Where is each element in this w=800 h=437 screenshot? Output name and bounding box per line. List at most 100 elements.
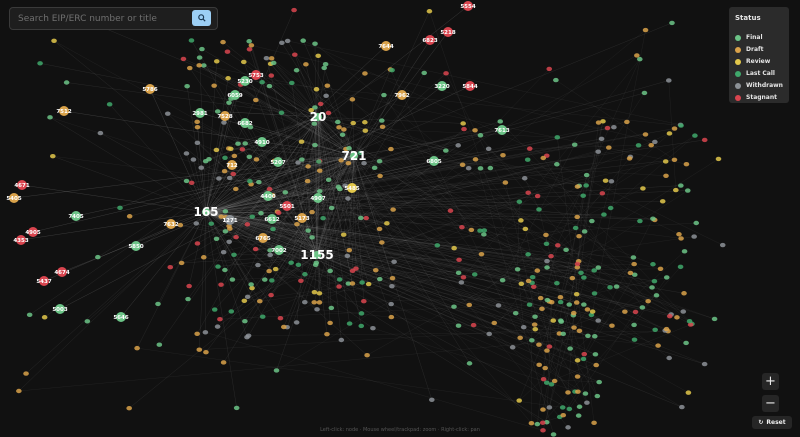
graph-node[interactable] <box>266 186 273 192</box>
graph-node[interactable] <box>548 382 555 387</box>
graph-node[interactable] <box>459 225 465 230</box>
graph-node[interactable] <box>226 239 232 244</box>
graph-node[interactable] <box>266 268 272 274</box>
hub-node[interactable]: 20 <box>310 110 327 124</box>
zoom-in-button[interactable]: + <box>762 373 779 390</box>
graph-node[interactable] <box>677 264 684 270</box>
graph-node[interactable] <box>711 316 718 322</box>
graph-node[interactable] <box>226 175 233 181</box>
graph-node[interactable] <box>600 119 606 124</box>
hub-node[interactable]: 721 <box>341 149 366 163</box>
graph-node[interactable] <box>649 285 655 290</box>
graph-node[interactable] <box>350 120 357 126</box>
graph-node[interactable] <box>302 272 308 277</box>
graph-node[interactable] <box>593 362 600 368</box>
graph-node[interactable] <box>634 53 640 58</box>
graph-node[interactable] <box>249 285 255 291</box>
graph-node[interactable] <box>349 97 356 102</box>
graph-node[interactable] <box>222 155 228 160</box>
graph-node[interactable] <box>253 97 259 103</box>
graph-node[interactable] <box>557 299 564 305</box>
graph-node[interactable] <box>281 324 287 330</box>
graph-node[interactable] <box>681 291 687 296</box>
graph-node[interactable] <box>518 218 524 223</box>
graph-node[interactable] <box>512 310 519 316</box>
graph-node[interactable] <box>673 187 679 193</box>
graph-node[interactable] <box>472 128 478 133</box>
graph-node[interactable] <box>574 265 581 270</box>
graph-node[interactable] <box>655 343 661 348</box>
graph-node[interactable] <box>327 268 333 274</box>
graph-node[interactable] <box>525 190 532 195</box>
graph-node[interactable] <box>300 38 306 43</box>
graph-node[interactable] <box>284 38 291 44</box>
graph-node[interactable] <box>208 221 215 226</box>
graph-node[interactable] <box>575 413 582 418</box>
graph-node[interactable] <box>719 242 726 248</box>
graph-node[interactable] <box>202 159 209 164</box>
graph-node[interactable] <box>244 335 250 340</box>
graph-node[interactable] <box>642 27 649 33</box>
graph-node[interactable] <box>554 162 560 167</box>
graph-node[interactable] <box>358 215 364 221</box>
graph-node[interactable] <box>322 62 329 67</box>
graph-node[interactable] <box>95 254 101 260</box>
graph-node[interactable] <box>305 164 311 169</box>
graph-node[interactable] <box>268 73 275 78</box>
graph-node[interactable]: 4400 <box>260 191 276 201</box>
graph-node[interactable] <box>539 306 545 312</box>
search-button[interactable] <box>192 10 211 26</box>
graph-node[interactable]: 1271 <box>222 215 238 225</box>
graph-node[interactable] <box>544 258 550 264</box>
graph-node[interactable] <box>560 413 567 418</box>
graph-node[interactable] <box>338 158 344 163</box>
graph-node[interactable] <box>576 233 582 239</box>
graph-node[interactable]: 5003 <box>52 304 68 314</box>
graph-node[interactable] <box>233 405 240 411</box>
graph-node[interactable] <box>23 371 29 376</box>
graph-node[interactable] <box>558 319 565 324</box>
graph-node[interactable] <box>241 298 248 304</box>
graph-node[interactable] <box>631 337 638 342</box>
graph-node[interactable]: 7405 <box>68 211 84 221</box>
graph-node[interactable] <box>554 281 560 286</box>
graph-node[interactable] <box>194 241 201 246</box>
graph-node[interactable] <box>455 270 462 276</box>
graph-node[interactable] <box>588 312 595 318</box>
graph-node[interactable] <box>542 365 548 371</box>
graph-node[interactable] <box>126 214 133 219</box>
graph-node[interactable] <box>242 141 249 146</box>
graph-node[interactable]: 3220 <box>434 81 450 91</box>
graph-node[interactable] <box>231 153 238 159</box>
graph-node[interactable] <box>244 222 251 227</box>
graph-node[interactable] <box>255 262 261 268</box>
graph-node[interactable] <box>534 193 541 199</box>
graph-node[interactable] <box>589 309 596 314</box>
graph-node[interactable] <box>499 278 506 283</box>
graph-node[interactable]: 5753 <box>248 70 264 80</box>
graph-node[interactable] <box>487 165 494 171</box>
graph-node[interactable] <box>651 279 658 284</box>
graph-node[interactable] <box>278 110 285 115</box>
graph-node[interactable] <box>584 400 590 405</box>
graph-node[interactable] <box>248 43 255 48</box>
graph-node[interactable]: 5218 <box>440 27 456 37</box>
graph-node[interactable] <box>389 67 395 73</box>
graph-node[interactable]: 4905 <box>25 227 41 237</box>
graph-node[interactable] <box>194 140 201 146</box>
graph-node[interactable] <box>126 406 132 411</box>
graph-node[interactable] <box>361 160 367 166</box>
graph-node[interactable] <box>631 322 637 328</box>
graph-node[interactable] <box>188 180 195 186</box>
graph-node[interactable] <box>304 178 311 184</box>
graph-node[interactable] <box>551 378 558 384</box>
graph-node[interactable] <box>544 348 550 353</box>
graph-node[interactable] <box>338 337 345 343</box>
graph-node[interactable] <box>531 322 538 327</box>
graph-node[interactable] <box>363 215 369 221</box>
graph-node[interactable] <box>259 80 265 85</box>
graph-node[interactable] <box>520 325 527 330</box>
graph-node[interactable] <box>671 126 678 131</box>
graph-node[interactable] <box>391 259 397 265</box>
graph-node[interactable] <box>548 253 554 259</box>
